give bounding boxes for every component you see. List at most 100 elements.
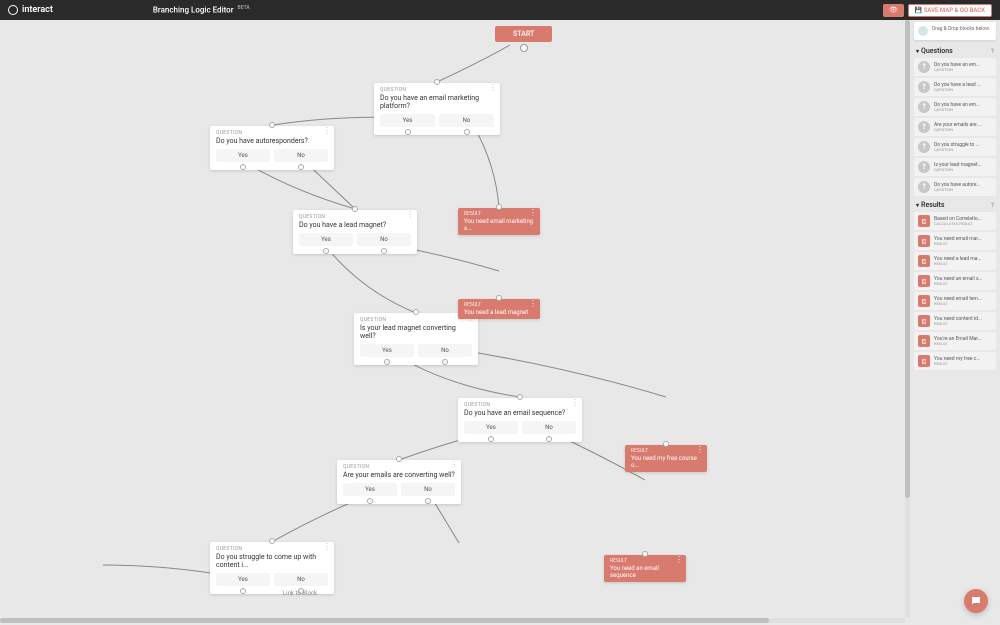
node-menu-icon[interactable]: ⋮ bbox=[323, 545, 331, 549]
question-node[interactable]: ⋮ QUESTION Are your emails are convertin… bbox=[337, 460, 461, 504]
result-text: You need a lead magnet bbox=[464, 309, 534, 316]
out-port[interactable] bbox=[381, 248, 387, 254]
out-port[interactable] bbox=[367, 498, 373, 504]
option-no[interactable]: No bbox=[418, 344, 472, 357]
result-node[interactable]: ⋮ RESULT You need a lead magnet bbox=[458, 299, 540, 319]
questions-header-label: Questions bbox=[921, 47, 953, 55]
result-icon bbox=[918, 215, 930, 227]
option-yes[interactable]: Yes bbox=[216, 573, 270, 586]
question-node[interactable]: ⋮ QUESTION Is your lead magnet convertin… bbox=[354, 313, 478, 365]
question-text: Do you have autoresponders? bbox=[216, 137, 328, 145]
question-options: Yes No bbox=[380, 114, 494, 127]
scrollbar-vertical[interactable] bbox=[905, 20, 910, 617]
question-text: Do you have a lead magnet? bbox=[299, 221, 411, 229]
out-port[interactable] bbox=[546, 436, 552, 442]
in-port[interactable] bbox=[642, 551, 648, 557]
info-icon[interactable]: ? bbox=[991, 48, 994, 55]
option-no[interactable]: No bbox=[274, 149, 328, 162]
start-out-port[interactable] bbox=[520, 44, 528, 52]
sidebar-result-item[interactable]: You need email tem...RESULT bbox=[914, 292, 996, 310]
chat-icon bbox=[970, 595, 982, 607]
option-no[interactable]: No bbox=[357, 233, 411, 246]
question-node[interactable]: ⋮ QUESTION Do you struggle to come up wi… bbox=[210, 542, 334, 594]
option-yes[interactable]: Yes bbox=[343, 483, 397, 496]
sidebar-question-item[interactable]: ? Do you have a lead ...QUESTION bbox=[914, 78, 996, 96]
sidebar-question-item[interactable]: ? Do you have autore...QUESTION bbox=[914, 178, 996, 196]
out-port[interactable] bbox=[425, 498, 431, 504]
result-icon bbox=[918, 235, 930, 247]
in-port[interactable] bbox=[269, 122, 275, 128]
in-port[interactable] bbox=[434, 79, 440, 85]
scrollbar-horizontal[interactable] bbox=[0, 618, 905, 623]
sidebar-question-item[interactable]: ? Is your lead magnet...QUESTION bbox=[914, 158, 996, 176]
question-options: Yes No bbox=[216, 149, 328, 162]
question-node[interactable]: ⋮ QUESTION Do you have an email marketin… bbox=[374, 83, 500, 135]
option-no[interactable]: No bbox=[274, 573, 328, 586]
in-port[interactable] bbox=[413, 309, 419, 315]
option-yes[interactable]: Yes bbox=[299, 233, 353, 246]
result-node[interactable]: ⋮ RESULT You need an email sequence bbox=[604, 555, 686, 582]
out-port[interactable] bbox=[405, 129, 411, 135]
option-no[interactable]: No bbox=[522, 421, 576, 434]
out-port[interactable] bbox=[464, 129, 470, 135]
sidebar-result-item[interactable]: You need an email s...RESULT bbox=[914, 272, 996, 290]
question-text: Do you struggle to come up with content … bbox=[216, 553, 328, 569]
sidebar-result-item[interactable]: You need content id...RESULT bbox=[914, 312, 996, 330]
questions-header[interactable]: ▾ Questions ? bbox=[914, 44, 996, 58]
flow-canvas[interactable]: START ⋮ QUESTION Do you have an email ma… bbox=[0, 20, 910, 625]
sidebar-question-item[interactable]: ? Do you have an em...QUESTION bbox=[914, 98, 996, 116]
beta-badge: BETA bbox=[238, 5, 250, 11]
option-yes[interactable]: Yes bbox=[216, 149, 270, 162]
in-port[interactable] bbox=[496, 295, 502, 301]
result-node[interactable]: ⋮ RESULT You need my free course o... bbox=[625, 445, 707, 472]
link-to-block[interactable]: Link to Block bbox=[270, 590, 330, 597]
sidebar-result-item[interactable]: You need email mar...RESULT bbox=[914, 232, 996, 250]
out-port[interactable] bbox=[298, 164, 304, 170]
node-menu-icon[interactable]: ⋮ bbox=[323, 129, 331, 133]
node-menu-icon[interactable]: ⋮ bbox=[571, 401, 579, 405]
in-port[interactable] bbox=[396, 456, 402, 462]
node-menu-icon[interactable]: ⋮ bbox=[406, 213, 414, 217]
out-port[interactable] bbox=[240, 588, 246, 594]
node-menu-icon[interactable]: ⋮ bbox=[450, 463, 458, 467]
in-port[interactable] bbox=[352, 206, 358, 212]
sidebar-question-item[interactable]: ? Do you have an em...QUESTION bbox=[914, 58, 996, 76]
question-node[interactable]: ⋮ QUESTION Do you have autoresponders? Y… bbox=[210, 126, 334, 170]
scrollbar-h-thumb[interactable] bbox=[0, 618, 769, 623]
save-button[interactable]: 💾 SAVE MAP & GO BACK bbox=[908, 4, 992, 17]
out-port[interactable] bbox=[323, 248, 329, 254]
option-yes[interactable]: Yes bbox=[380, 114, 435, 127]
node-type-label: RESULT bbox=[464, 211, 534, 217]
question-node[interactable]: ⋮ QUESTION Do you have a lead magnet? Ye… bbox=[293, 210, 417, 254]
question-node[interactable]: ⋮ QUESTION Do you have an email sequence… bbox=[458, 398, 582, 442]
question-icon: ? bbox=[918, 181, 930, 193]
preview-button[interactable]: 👁 bbox=[883, 4, 904, 17]
in-port[interactable] bbox=[663, 441, 669, 447]
sidebar-result-item[interactable]: You need my free c...RESULT bbox=[914, 352, 996, 370]
out-port[interactable] bbox=[442, 359, 448, 365]
chat-button[interactable] bbox=[964, 589, 988, 613]
out-port[interactable] bbox=[240, 164, 246, 170]
results-header[interactable]: ▾ Results ? bbox=[914, 198, 996, 212]
node-type-label: RESULT bbox=[610, 558, 680, 564]
in-port[interactable] bbox=[496, 204, 502, 210]
node-menu-icon[interactable]: ⋮ bbox=[489, 86, 497, 90]
option-yes[interactable]: Yes bbox=[360, 344, 414, 357]
out-port[interactable] bbox=[384, 359, 390, 365]
sidebar-result-item[interactable]: You're an Email Mar...RESULT bbox=[914, 332, 996, 350]
info-icon[interactable]: ? bbox=[991, 202, 994, 209]
in-port[interactable] bbox=[517, 394, 523, 400]
result-node[interactable]: ⋮ RESULT You need email marketing s... bbox=[458, 208, 540, 235]
scrollbar-v-thumb[interactable] bbox=[905, 20, 910, 498]
sidebar-result-item[interactable]: You need a lead ma...RESULT bbox=[914, 252, 996, 270]
sidebar-result-item[interactable]: Based on Correlatio...CALCULATED RESULT bbox=[914, 212, 996, 230]
node-type-label: QUESTION bbox=[216, 546, 328, 552]
sidebar-question-item[interactable]: ? Do you struggle to ...QUESTION bbox=[914, 138, 996, 156]
in-port[interactable] bbox=[269, 538, 275, 544]
sidebar-question-item[interactable]: ? Are your emails are ...QUESTION bbox=[914, 118, 996, 136]
out-port[interactable] bbox=[488, 436, 494, 442]
option-no[interactable]: No bbox=[401, 483, 455, 496]
start-node[interactable]: START bbox=[495, 26, 552, 42]
option-no[interactable]: No bbox=[439, 114, 494, 127]
option-yes[interactable]: Yes bbox=[464, 421, 518, 434]
